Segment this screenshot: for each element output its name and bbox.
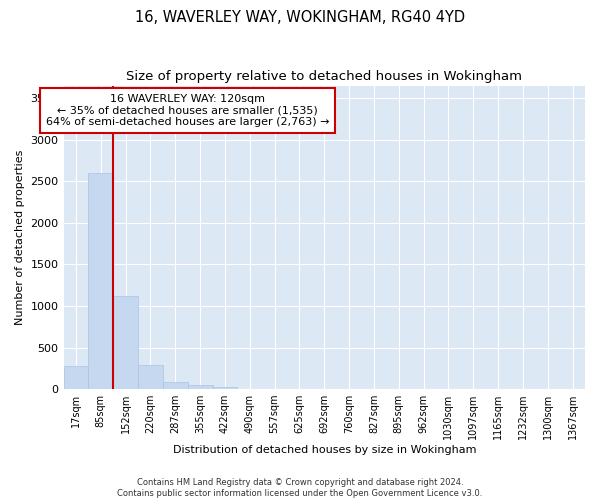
Bar [188, 386, 212, 389]
X-axis label: Distribution of detached houses by size in Wokingham: Distribution of detached houses by size … [173, 445, 476, 455]
Bar [212, 387, 238, 389]
Bar [64, 366, 88, 389]
Text: Contains HM Land Registry data © Crown copyright and database right 2024.
Contai: Contains HM Land Registry data © Crown c… [118, 478, 482, 498]
Bar [113, 296, 138, 389]
Y-axis label: Number of detached properties: Number of detached properties [15, 150, 25, 325]
Bar [163, 382, 188, 389]
Bar [88, 173, 113, 389]
Text: 16, WAVERLEY WAY, WOKINGHAM, RG40 4YD: 16, WAVERLEY WAY, WOKINGHAM, RG40 4YD [135, 10, 465, 25]
Text: 16 WAVERLEY WAY: 120sqm
← 35% of detached houses are smaller (1,535)
64% of semi: 16 WAVERLEY WAY: 120sqm ← 35% of detache… [46, 94, 329, 127]
Title: Size of property relative to detached houses in Wokingham: Size of property relative to detached ho… [126, 70, 522, 83]
Bar [138, 366, 163, 389]
